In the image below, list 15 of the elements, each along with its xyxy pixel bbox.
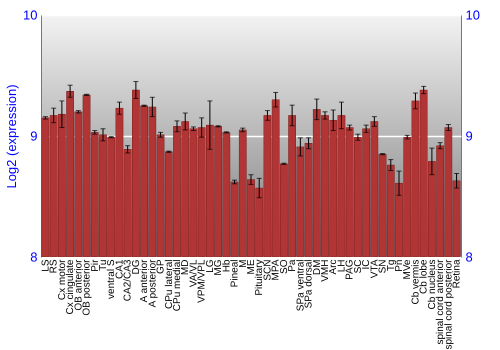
y-tick-label: 10 (23, 8, 38, 22)
y2-tick-label: 9 (466, 128, 473, 144)
x-tick-label: spinal cord posterior (443, 258, 454, 350)
x-tick-label: Tg (386, 260, 397, 272)
x-tick-label: Retina (452, 259, 463, 288)
x-tick-label: Pituitary (254, 260, 266, 296)
x-tick-label: ME (246, 259, 257, 274)
y-tick-label: 9 (30, 128, 38, 144)
y2-tick-label: 10 (466, 8, 480, 22)
x-tick-label: OB posterior (82, 258, 93, 316)
y2-tick-label: 8 (466, 250, 473, 264)
y-tick-label: 8 (30, 250, 38, 264)
x-tick-label: A posterior (147, 258, 158, 308)
x-tick-label: RS (48, 259, 60, 274)
y-axis-title: Log2 (expression) (4, 84, 20, 189)
